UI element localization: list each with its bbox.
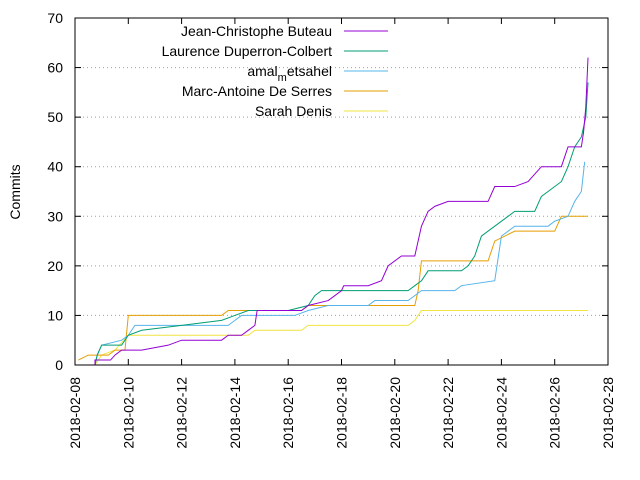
x-tick-label: 2018-02-12 [174, 377, 190, 449]
y-tick-label: 60 [47, 60, 63, 76]
y-tick-label: 70 [47, 10, 63, 26]
series-line-0 [94, 57, 589, 365]
x-tick-label: 2018-02-24 [493, 377, 509, 449]
grid [75, 67, 608, 316]
series-line-2 [94, 161, 586, 366]
y-tick-label: 40 [47, 159, 63, 175]
y-tick-label: 0 [55, 357, 63, 373]
x-tick-label: 2018-02-26 [547, 377, 563, 449]
x-tick-label: 2018-02-08 [67, 377, 83, 449]
legend-label: Jean-Christophe Buteau [181, 23, 332, 39]
series-line-4 [94, 309, 589, 366]
legend-label: Sarah Denis [255, 103, 332, 119]
legend-label: amalmetsahel [247, 63, 332, 84]
x-tick-label: 2018-02-28 [600, 377, 616, 449]
y-axis-ticks: 0 10 20 30 40 50 60 70 [47, 10, 608, 373]
legend-label: Laurence Duperron-Colbert [162, 43, 333, 59]
x-tick-label: 2018-02-16 [280, 377, 296, 449]
y-axis-title: Commits [7, 164, 23, 219]
y-tick-label: 30 [47, 208, 63, 224]
x-tick-label: 2018-02-20 [387, 377, 403, 449]
x-tick-label: 2018-02-18 [334, 377, 350, 449]
series-line-3 [78, 215, 589, 361]
y-tick-label: 50 [47, 109, 63, 125]
series-line-1 [94, 82, 589, 366]
x-tick-label: 2018-02-10 [120, 377, 136, 449]
plot-frame [74, 17, 609, 366]
y-tick-label: 20 [47, 258, 63, 274]
x-tick-label: 2018-02-14 [227, 377, 243, 449]
x-tick-label: 2018-02-22 [440, 377, 456, 449]
legend: Jean-Christophe Buteau Laurence Duperron-… [162, 23, 388, 119]
x-axis-ticks: 2018-02-08 2018-02-10 2018-02-12 2018-02-14… [67, 18, 616, 449]
legend-label: Marc-Antoine De Serres [182, 83, 332, 99]
y-tick-label: 10 [47, 307, 63, 323]
series-layer [78, 57, 589, 366]
